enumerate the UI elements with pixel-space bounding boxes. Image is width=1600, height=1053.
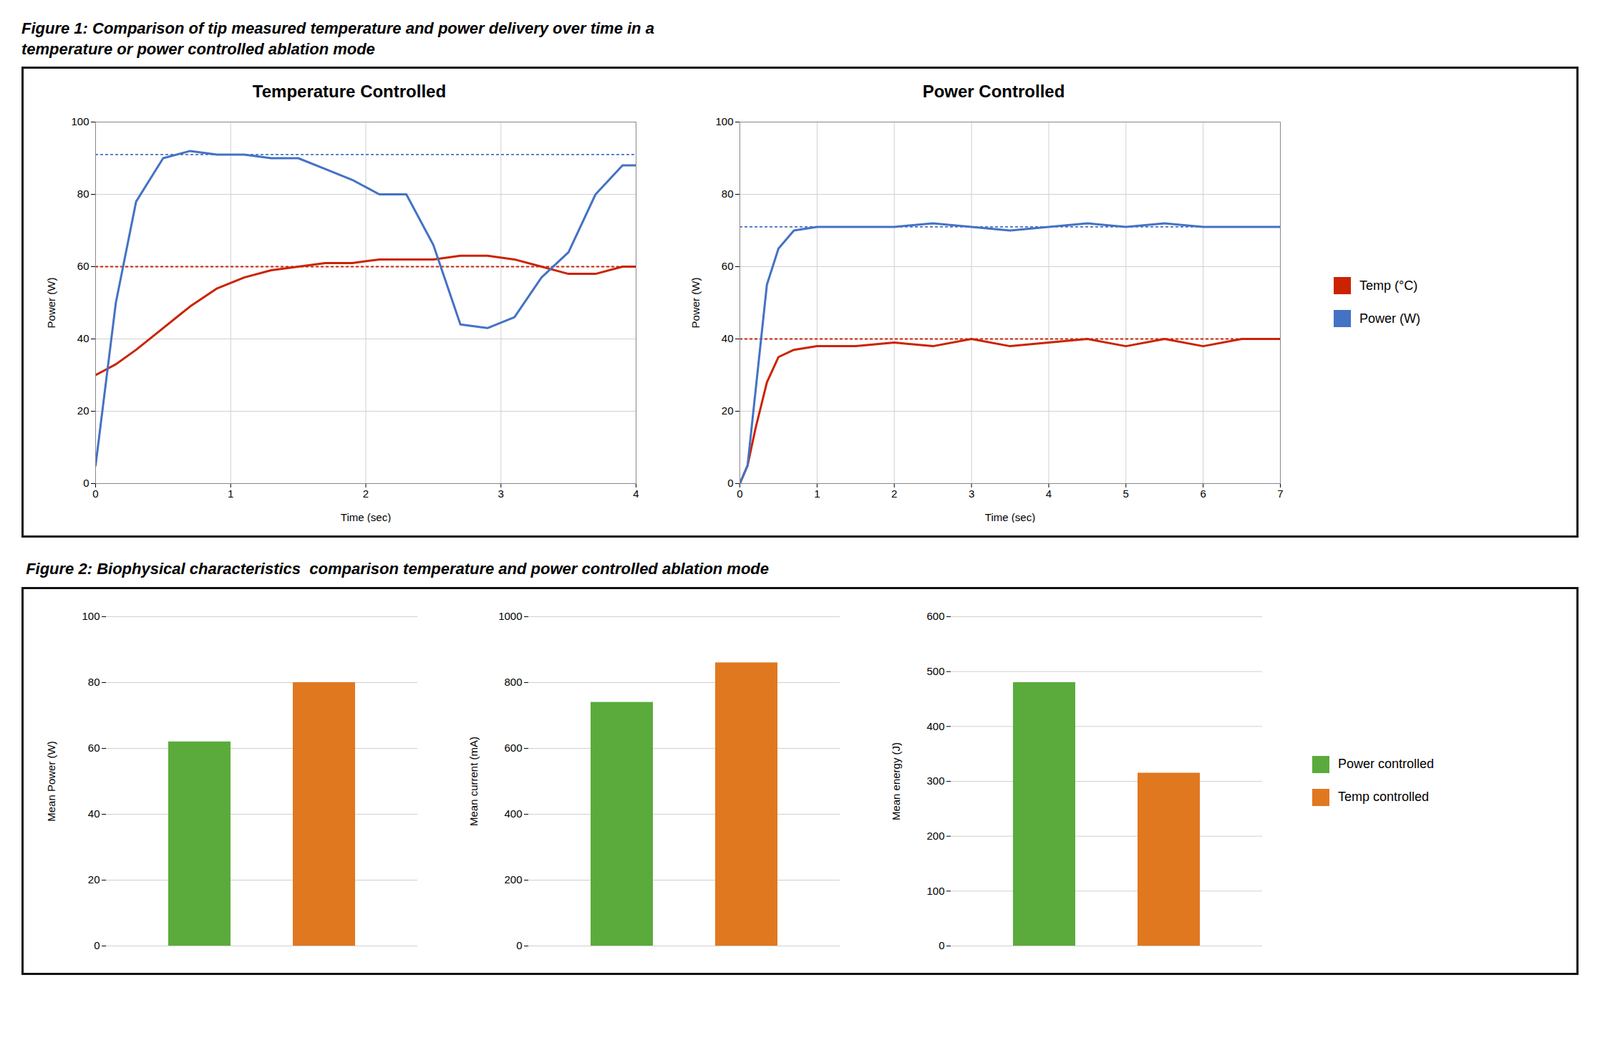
svg-text:300: 300 [926,774,945,787]
svg-text:600: 600 [503,741,522,754]
html-text:Figure 1: Comparison of tip me: Figure 1: Comparison of tip measured tem… [21,19,655,58]
svg-text:Time (sec): Time (sec) [985,511,1036,524]
svg-text:0: 0 [92,487,99,500]
svg-text:3: 3 [498,487,504,500]
svg-text:100: 100 [926,884,945,897]
svg-text:1: 1 [227,487,234,500]
svg-text:0: 0 [93,939,100,952]
svg-text:200: 200 [503,873,522,886]
svg-text:Power (W): Power (W) [689,277,702,329]
svg-text:600: 600 [926,609,945,623]
svg-text:Time (sec): Time (sec) [340,511,391,524]
html-text:Power controlled: Power controlled [1337,756,1434,772]
svg-text:400: 400 [926,719,945,732]
svg-text:0: 0 [516,939,522,952]
svg-text:100: 100 [715,115,734,128]
svg-text:60: 60 [77,259,90,273]
svg-text:0: 0 [938,939,945,952]
svg-text:3: 3 [968,487,975,500]
svg-text:1: 1 [813,487,820,500]
svg-text:0: 0 [83,476,89,489]
svg-text:5: 5 [1123,487,1129,500]
svg-text:Mean Power (W): Mean Power (W) [45,740,58,822]
svg-text:100: 100 [81,609,100,623]
svg-text:80: 80 [88,675,101,688]
html-text:Power (W): Power (W) [1359,311,1421,326]
svg-text:800: 800 [503,675,522,688]
svg-text:0: 0 [736,487,743,500]
html-text:Power Controlled: Power Controlled [922,81,1065,102]
svg-text:40: 40 [88,807,101,820]
svg-text:4: 4 [1045,487,1052,500]
svg-text:100: 100 [70,115,89,128]
svg-text:400: 400 [503,807,522,820]
svg-text:Mean energy (J): Mean energy (J) [889,742,903,821]
svg-text:40: 40 [77,332,90,345]
svg-text:60: 60 [721,259,734,273]
svg-text:1000: 1000 [498,609,522,623]
svg-text:7: 7 [1277,487,1283,500]
svg-text:200: 200 [926,829,945,842]
svg-text:20: 20 [77,404,90,417]
html-text:Temp controlled: Temp controlled [1337,789,1429,805]
html-text:Temp (°C): Temp (°C) [1359,278,1418,293]
svg-text:40: 40 [721,332,734,345]
svg-text:Power (W): Power (W) [45,277,58,329]
svg-text:2: 2 [891,487,898,500]
svg-text:20: 20 [721,404,734,417]
html-text:Temperature Controlled: Temperature Controlled [252,81,447,102]
svg-text:0: 0 [727,476,734,489]
svg-text:4: 4 [632,487,639,500]
svg-text:80: 80 [721,187,734,200]
svg-text:20: 20 [88,873,101,886]
svg-text:2: 2 [362,487,369,500]
svg-text:6: 6 [1199,487,1206,500]
svg-text:80: 80 [77,187,90,200]
svg-text:500: 500 [926,665,945,678]
html-text:Figure 2: Biophysical characte: Figure 2: Biophysical characteristics co… [21,559,769,578]
svg-text:60: 60 [88,741,101,754]
svg-text:Mean current (mA): Mean current (mA) [467,736,480,827]
